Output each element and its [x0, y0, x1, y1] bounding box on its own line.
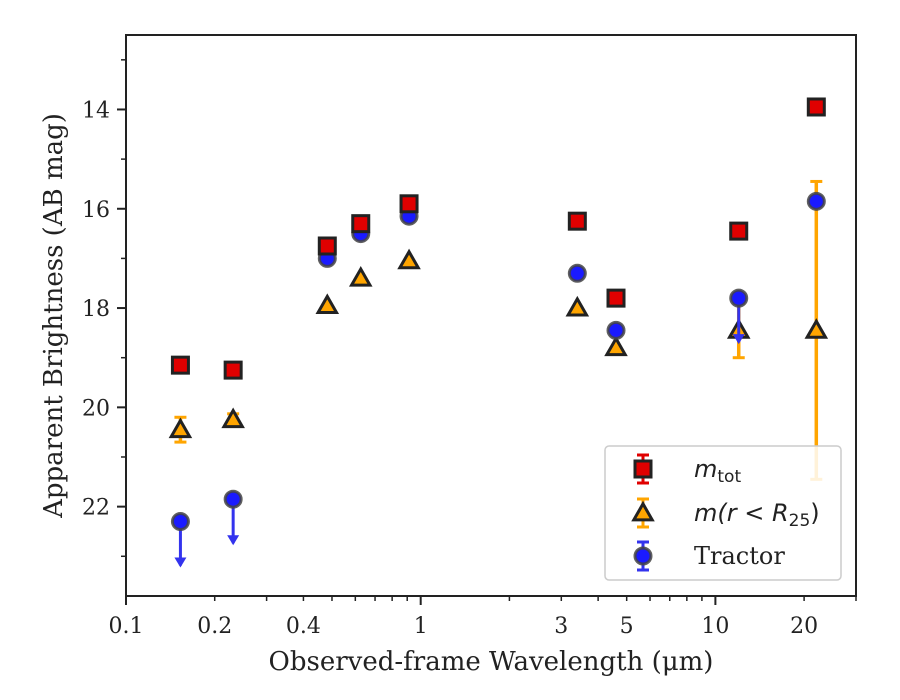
data-point [221, 407, 245, 429]
data-point [223, 360, 243, 380]
legend: mtot m(r < R25) Tractor [604, 445, 842, 581]
data-point [565, 295, 590, 317]
y-tick-label: 18 [82, 297, 110, 322]
data-point [168, 417, 193, 439]
data-point [170, 355, 190, 375]
y-tick-label: 14 [82, 98, 110, 123]
data-point [399, 194, 419, 214]
y-tick-label: 22 [82, 496, 110, 521]
legend-marker [631, 500, 655, 522]
data-point [606, 288, 626, 308]
upper-limit-arrowhead [732, 334, 745, 345]
plot-frame [125, 34, 857, 597]
data-point [315, 293, 340, 314]
x-tick-label: 1 [414, 614, 428, 639]
legend-box [604, 445, 842, 581]
x-tick-label: 0.1 [109, 614, 144, 639]
x-tick-label: 0.2 [197, 614, 232, 639]
y-axis-label: Apparent Brightness (AB mag) [39, 113, 69, 519]
upper-limit-arrowhead [174, 557, 187, 568]
legend-label: m(r < R25) [694, 499, 820, 531]
data-point [223, 489, 243, 509]
data-point [397, 248, 421, 270]
legend-label: mtot [694, 455, 741, 487]
series-m-r25 [168, 179, 829, 481]
x-axis-label: Observed-frame Wavelength (μm) [269, 647, 714, 677]
data-point [348, 266, 373, 287]
data-marks [168, 97, 829, 568]
data-point [806, 191, 826, 211]
data-point [567, 263, 587, 283]
x-tick-label: 10 [701, 614, 729, 639]
x-tick-label: 5 [620, 614, 634, 639]
x-tick-label: 3 [554, 614, 568, 639]
data-point [170, 512, 190, 532]
y-tick-label: 20 [82, 396, 110, 421]
y-tick-label: 16 [82, 198, 110, 223]
upper-limit-arrowhead [227, 535, 240, 546]
y-axis: 14 16 18 20 22 [82, 59, 126, 558]
x-tick-label: 20 [790, 614, 818, 639]
data-point [351, 214, 371, 234]
data-point [804, 318, 829, 339]
x-tick-label: 0.4 [286, 614, 321, 639]
data-point [606, 320, 626, 340]
data-point [729, 288, 749, 308]
data-point [729, 221, 749, 241]
data-point [567, 211, 587, 231]
data-point [806, 97, 826, 117]
series-m-tot [170, 97, 826, 380]
data-point [317, 236, 337, 256]
x-axis: 0.1 0.2 0.4 1 3 5 10 20 [109, 596, 857, 639]
legend-label: Tractor [694, 542, 785, 570]
data-point [604, 335, 628, 357]
legend-marker [633, 459, 653, 479]
legend-marker [633, 546, 653, 566]
